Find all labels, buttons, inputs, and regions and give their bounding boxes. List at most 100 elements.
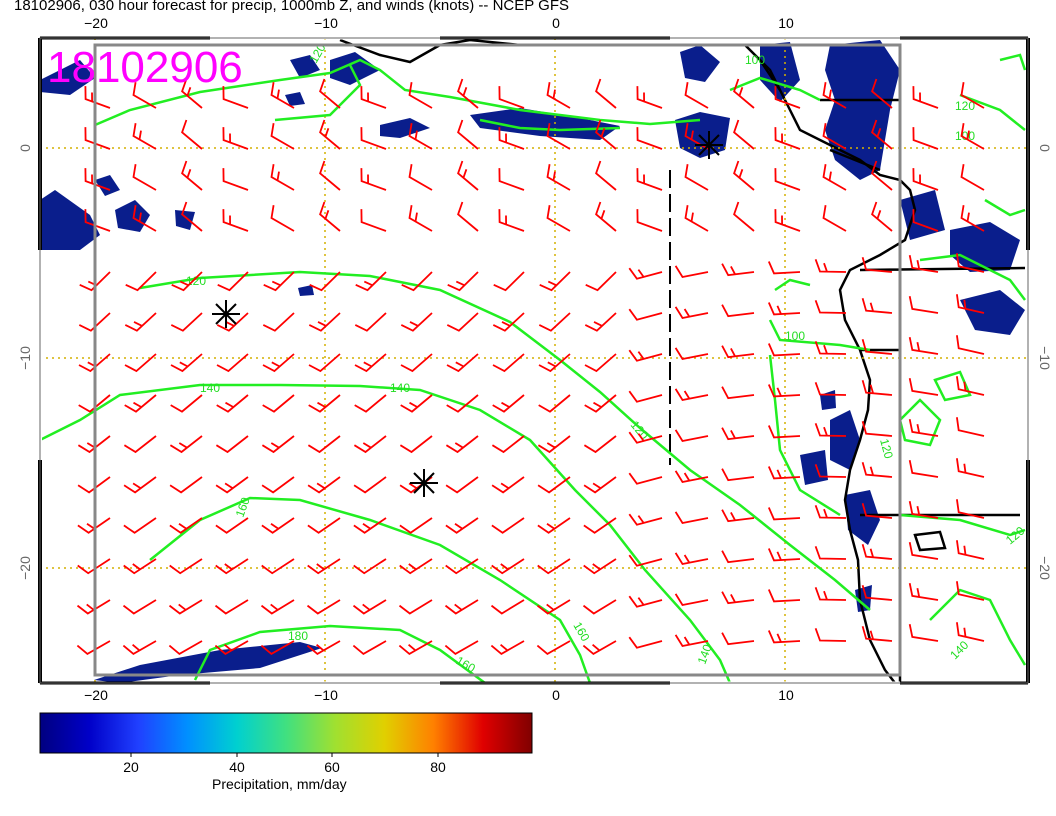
colorbar	[39, 712, 533, 754]
wind-barb	[628, 472, 663, 485]
wind-barb	[861, 502, 893, 519]
wind-barb	[595, 160, 617, 191]
wind-barb	[498, 209, 525, 232]
wind-barb	[814, 586, 847, 601]
contour-labels: 120 100 120 100 140 140 120 120 160 180 …	[186, 41, 1028, 676]
wind-barb	[445, 517, 479, 534]
wind-barb	[398, 640, 433, 655]
wind-barb	[583, 558, 617, 575]
wind-barb	[123, 558, 157, 575]
wind-barb	[491, 476, 525, 494]
precip-area	[380, 118, 430, 138]
wind-barb	[445, 476, 479, 494]
contour-east-blob	[898, 398, 942, 447]
wind-barb	[956, 540, 985, 560]
wind-barb	[861, 625, 893, 642]
contour-label: 120	[186, 274, 206, 288]
wind-barb	[132, 164, 157, 191]
contour-label: 100	[745, 53, 765, 67]
precip-area	[900, 190, 945, 240]
wind-barb	[814, 627, 847, 642]
precip-area	[40, 60, 95, 95]
wind-barb	[721, 304, 755, 318]
wind-barb	[360, 127, 387, 150]
wind-barb	[217, 271, 249, 292]
wind-barb	[767, 261, 801, 275]
wind-barb	[398, 599, 433, 615]
wind-barb	[132, 205, 157, 232]
wind-barb	[960, 123, 985, 150]
precip-area	[175, 210, 195, 230]
wind-barb	[582, 599, 617, 615]
outer-frame	[38, 36, 1030, 685]
contour-label: 160	[233, 495, 253, 519]
wind-barb	[444, 640, 479, 655]
wind-barb	[628, 636, 663, 649]
wind-barb	[674, 511, 709, 525]
wind-barb	[216, 353, 249, 373]
wind-barb	[307, 476, 341, 494]
contour-120-ne	[999, 53, 1027, 71]
wind-barb	[636, 168, 663, 191]
wind-barb	[122, 640, 157, 655]
contour-label: 100	[785, 329, 805, 343]
wind-barb	[767, 384, 801, 398]
wind-barb	[861, 420, 893, 437]
wind-barb	[583, 517, 617, 534]
wind-barb	[214, 640, 249, 655]
wind-barb	[546, 205, 571, 232]
wind-barb	[354, 394, 387, 413]
wind-barb	[457, 160, 479, 191]
wind-barb	[169, 517, 203, 534]
wind-barb	[628, 390, 663, 403]
wind-barb	[814, 340, 847, 355]
wind-barb	[583, 435, 617, 454]
wind-barb	[491, 517, 525, 534]
wind-barb	[628, 554, 663, 567]
wind-barb	[871, 160, 893, 191]
lat-left-label: −10	[17, 346, 33, 370]
wind-barb	[262, 312, 295, 332]
wind-barb	[861, 297, 893, 314]
border-lines	[758, 45, 1026, 683]
wind-barb	[399, 558, 433, 575]
wind-barb	[595, 201, 617, 232]
wind-barb	[169, 476, 203, 494]
wind-barb	[721, 345, 755, 359]
contour-label: 120	[955, 99, 975, 113]
wind-barb	[400, 312, 433, 332]
wind-barb	[270, 205, 295, 232]
wind-barb	[400, 353, 433, 373]
wind-barb	[446, 312, 479, 332]
wind-barb	[721, 591, 755, 605]
wind-barb	[170, 353, 203, 373]
wind-barb	[360, 86, 387, 109]
colorbar-title: Precipitation, mm/day	[212, 776, 347, 792]
wind-barb	[490, 640, 525, 655]
precip-area	[960, 290, 1025, 335]
asterisk-marker	[695, 131, 723, 159]
wind-barb	[546, 123, 571, 150]
precip-area	[845, 490, 880, 545]
lat-right-label: −10	[1037, 346, 1053, 370]
contour-100-ring	[729, 76, 821, 102]
wind-barb	[401, 271, 433, 292]
wind-barb	[261, 558, 295, 575]
wind-barb	[767, 548, 801, 562]
wind-barb	[352, 640, 387, 655]
wind-barb	[822, 205, 847, 232]
date-stamp: 18102906	[47, 43, 243, 92]
wind-barb	[774, 168, 801, 191]
wind-barb	[457, 119, 479, 150]
wind-barb	[181, 201, 203, 232]
wind-barb	[123, 517, 157, 534]
wind-barb	[353, 517, 387, 534]
contour-140-main	[39, 383, 732, 684]
wind-barb	[538, 394, 571, 413]
wind-barb	[444, 599, 479, 615]
wind-barb	[125, 271, 157, 292]
wind-barb	[308, 353, 341, 373]
wind-barb	[674, 306, 709, 320]
wind-barb	[222, 209, 249, 232]
wind-barb	[908, 378, 939, 396]
